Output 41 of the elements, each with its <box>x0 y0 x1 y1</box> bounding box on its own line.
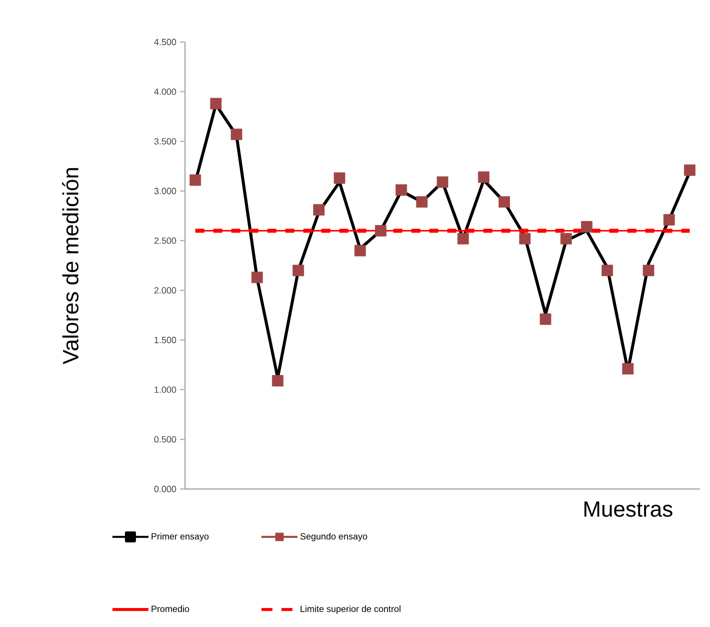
point <box>642 264 654 276</box>
point <box>684 164 696 176</box>
point <box>251 272 263 284</box>
point <box>313 204 325 216</box>
legend-label: Promedio <box>152 605 190 612</box>
y-tick-label: 0.000 <box>154 486 176 492</box>
legend-label: Limite superior de control <box>300 605 400 614</box>
point <box>190 174 201 186</box>
y-tick-label: 1.000 <box>154 386 176 393</box>
point <box>663 214 675 226</box>
point <box>457 232 469 244</box>
y-tick-label: 2.500 <box>154 237 176 244</box>
point <box>292 264 304 276</box>
point <box>622 363 634 375</box>
point <box>210 98 222 110</box>
point <box>498 196 510 208</box>
point <box>230 128 242 140</box>
point <box>436 176 448 188</box>
point <box>560 232 572 244</box>
point <box>375 225 386 236</box>
point <box>334 172 346 184</box>
point <box>602 264 614 276</box>
y-tick-label: 3.500 <box>154 138 176 145</box>
y-axis-title: Valores de medición <box>62 168 78 364</box>
y-tick-label: 0.500 <box>154 436 176 443</box>
point <box>416 196 428 208</box>
point <box>478 171 490 183</box>
x-axis-title: Muestras <box>584 501 672 517</box>
point <box>581 221 592 232</box>
y-tick-label: 4.500 <box>154 38 176 46</box>
y-tick-label: 2.000 <box>154 287 176 294</box>
point <box>519 232 531 244</box>
point <box>540 313 552 325</box>
y-tick-label: 1.500 <box>154 336 176 344</box>
legend-label: Primer ensayo <box>152 532 209 542</box>
point <box>354 244 366 256</box>
legend-label: Segundo ensayo <box>300 532 368 542</box>
y-tick-label: 3.000 <box>154 188 176 194</box>
point <box>396 184 408 196</box>
y-tick-label: 4.000 <box>154 88 176 95</box>
point <box>272 375 284 386</box>
